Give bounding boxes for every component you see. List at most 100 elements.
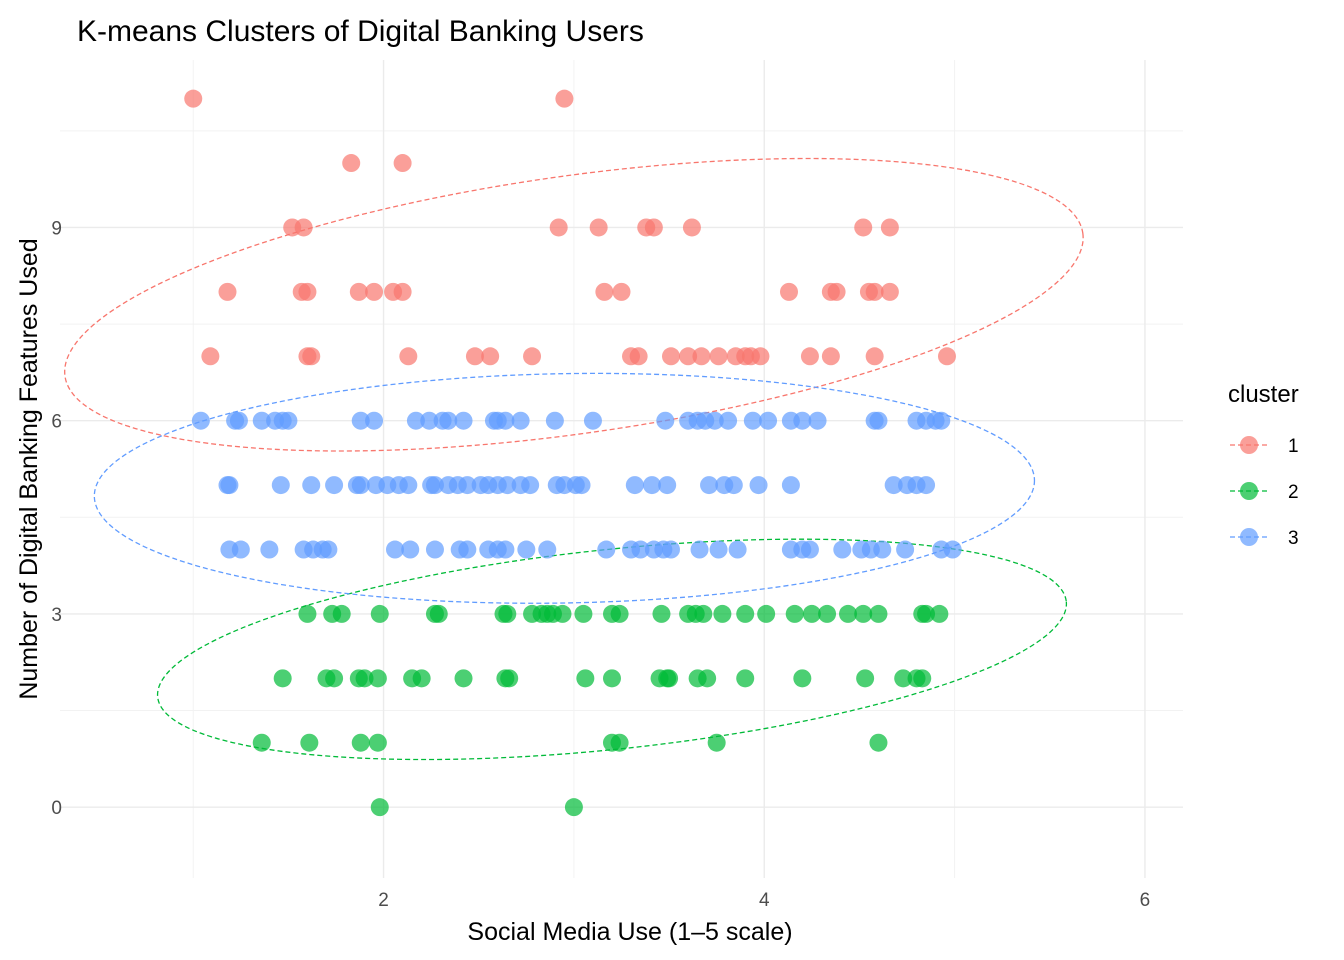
y-tick-label: 3	[51, 605, 62, 626]
cluster-2-point	[793, 669, 812, 688]
cluster-2-point	[332, 604, 351, 623]
cluster-2-point	[894, 669, 913, 688]
cluster-3-point	[365, 411, 384, 430]
cluster-3-point	[749, 476, 768, 495]
cluster-1-point	[549, 218, 568, 237]
legend-title: cluster	[1228, 381, 1299, 408]
cluster-3-point	[385, 540, 404, 559]
cluster-3-point	[458, 540, 477, 559]
cluster-3-point	[808, 411, 827, 430]
cluster-2-point	[913, 669, 932, 688]
legend-key-point	[1240, 482, 1258, 500]
cluster-2-point	[707, 733, 726, 752]
cluster-2-point	[930, 604, 949, 623]
cluster-3-point	[709, 540, 728, 559]
cluster-1-point	[612, 282, 631, 301]
cluster-3-point	[656, 411, 675, 430]
cluster-3-point	[545, 411, 564, 430]
cluster-1-point	[393, 154, 412, 173]
cluster-2-point	[818, 604, 837, 623]
cluster-1-point	[218, 282, 237, 301]
cluster-1-point	[393, 282, 412, 301]
cluster-3-point	[271, 476, 290, 495]
cluster-1-point	[937, 347, 956, 366]
cluster-2-point	[300, 733, 319, 752]
y-tick-label: 0	[51, 798, 62, 819]
cluster-1-point	[184, 89, 203, 108]
cluster-3-point	[399, 476, 418, 495]
cluster-2-point	[368, 669, 387, 688]
cluster-3-point	[458, 476, 477, 495]
cluster-1-point	[821, 347, 840, 366]
cluster-1-point	[294, 218, 313, 237]
cluster-1-point	[865, 282, 884, 301]
cluster-2-point	[802, 604, 821, 623]
cluster-2-point	[856, 669, 875, 688]
cluster-1-point	[465, 347, 484, 366]
cluster-1-point	[661, 347, 680, 366]
cluster-3-point	[642, 476, 661, 495]
cluster-1-point	[880, 282, 899, 301]
x-axis-title: Social Media Use (1–5 scale)	[467, 918, 792, 946]
cluster-2-point	[660, 669, 679, 688]
cluster-3-point	[279, 411, 298, 430]
cluster-2-point	[576, 669, 595, 688]
cluster-3-point	[793, 411, 812, 430]
cluster-2-point	[498, 604, 517, 623]
cluster-3-point	[781, 476, 800, 495]
cluster-2-point	[757, 604, 776, 623]
cluster-2-point	[500, 669, 519, 688]
cluster-2-point	[869, 733, 888, 752]
cluster-3-point	[260, 540, 279, 559]
cluster-3-point	[932, 411, 951, 430]
cluster-2-point	[652, 604, 671, 623]
cluster-3-point	[700, 476, 719, 495]
cluster-2-point	[325, 669, 344, 688]
cluster-3-point	[496, 540, 515, 559]
cluster-2-point	[553, 604, 572, 623]
cluster-3-point	[759, 411, 778, 430]
cluster-1-point	[595, 282, 614, 301]
cluster-1-point	[589, 218, 608, 237]
cluster-3-point	[658, 476, 677, 495]
cluster-1-point	[865, 347, 884, 366]
cluster-2-point	[602, 669, 621, 688]
legend-entry-3: 3	[1230, 528, 1299, 549]
cluster-3-point	[690, 540, 709, 559]
y-tick-label: 6	[51, 412, 62, 433]
cluster-3-point	[521, 476, 540, 495]
cluster-2-point	[370, 604, 389, 623]
legend-entry-1: 1	[1230, 436, 1299, 457]
cluster-3-point	[705, 411, 724, 430]
cluster-2-point	[854, 604, 873, 623]
cluster-3-point	[401, 540, 420, 559]
cluster-3-point	[498, 476, 517, 495]
cluster-3-point	[351, 476, 370, 495]
cluster-3-point	[406, 411, 425, 430]
cluster-3-point	[191, 411, 210, 430]
cluster-1-point	[682, 218, 701, 237]
cluster-3-point	[220, 476, 239, 495]
cluster-1-point	[342, 154, 361, 173]
cluster-3-point	[496, 411, 515, 430]
y-tick-label: 9	[51, 218, 62, 239]
cluster-1-point	[679, 347, 698, 366]
cluster-2-point	[351, 733, 370, 752]
cluster-1-point	[709, 347, 728, 366]
cluster-3-point	[583, 411, 602, 430]
cluster-2-point	[355, 669, 374, 688]
cluster-3-point	[231, 540, 250, 559]
cluster-3-point	[896, 540, 915, 559]
point-layer	[184, 89, 962, 817]
cluster-1-point	[779, 282, 798, 301]
cluster-3-point	[425, 540, 444, 559]
legend-label: 1	[1288, 436, 1299, 457]
grid-layer	[60, 60, 1183, 878]
cluster-3-point	[425, 476, 444, 495]
cluster-1-point	[481, 347, 500, 366]
cluster-2-point	[564, 798, 583, 817]
cluster-1-point	[751, 347, 770, 366]
legend-label: 2	[1288, 482, 1299, 503]
x-tick-label: 2	[378, 890, 389, 911]
